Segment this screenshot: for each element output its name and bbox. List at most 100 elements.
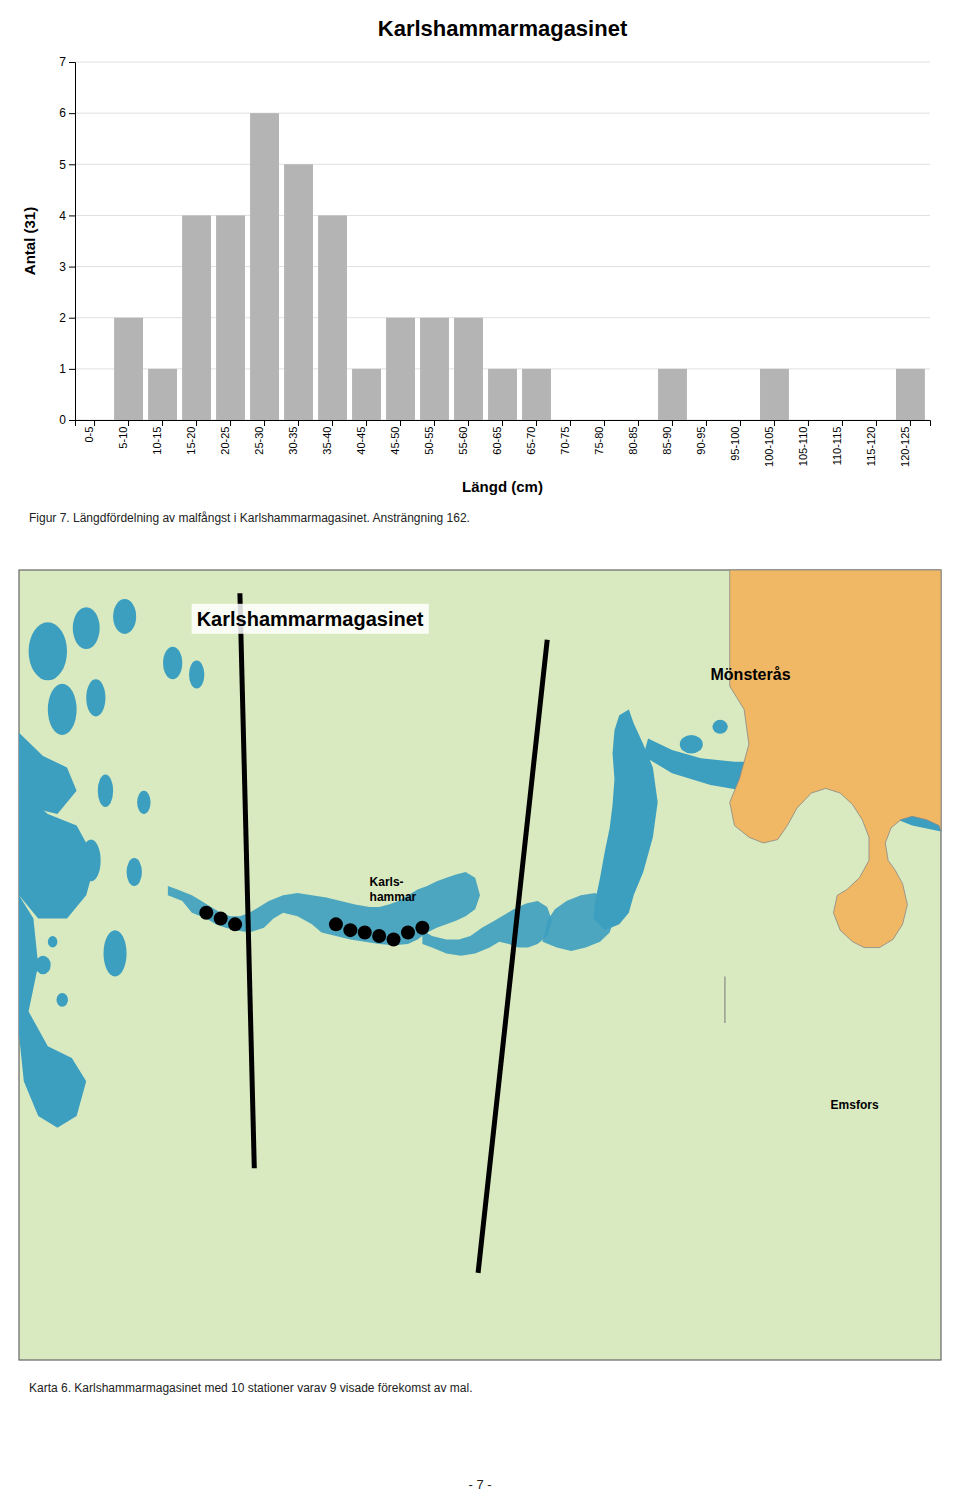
x-tick-label: 0-5	[83, 427, 95, 443]
x-tick-mark	[706, 420, 707, 426]
bar	[828, 420, 857, 421]
bar	[522, 369, 551, 420]
x-tick-mark	[434, 420, 435, 426]
x-tick-mark	[264, 420, 265, 426]
bar	[182, 215, 211, 420]
y-tick-mark	[69, 267, 75, 268]
x-tick: 20-25	[219, 420, 231, 455]
y-tick-label: 4	[59, 209, 66, 223]
x-tick: 30-35	[287, 420, 299, 455]
bar	[216, 215, 245, 420]
bar	[896, 369, 925, 420]
pond	[56, 993, 68, 1007]
pond	[81, 840, 100, 882]
x-tick-label: 120-125	[899, 427, 911, 467]
x-axis-title: Längd (cm)	[462, 478, 543, 495]
pond	[98, 774, 113, 807]
x-tick-label: 95-100	[729, 427, 741, 461]
x-tick-label: 20-25	[219, 427, 231, 455]
x-axis: 0-55-1010-1515-2020-2525-3030-3535-4040-…	[76, 420, 931, 467]
page: Karlshammarmagasinet0-55-1010-1515-2020-…	[0, 0, 960, 1511]
x-tick-label: 85-90	[661, 427, 673, 455]
y-axis-title: Antal (31)	[21, 207, 38, 275]
station	[387, 932, 401, 946]
x-tick-label: 70-75	[559, 427, 571, 455]
map-title-box	[192, 604, 429, 634]
x-tick-mark	[196, 420, 197, 426]
y-tick-mark	[69, 113, 75, 114]
label-line: Karls-	[370, 875, 404, 889]
x-tick-mark	[570, 420, 571, 426]
bars	[114, 113, 925, 420]
y-tick: 3	[59, 260, 75, 274]
x-tick-mark	[400, 420, 401, 426]
x-tick: 55-60	[457, 420, 469, 455]
x-tick-label: 105-110	[797, 427, 809, 467]
x-tick-label: 5-10	[117, 427, 129, 449]
x-tick-mark	[468, 420, 469, 426]
x-tick: 50-55	[423, 420, 435, 455]
y-tick-mark	[69, 164, 75, 165]
bar	[352, 369, 381, 420]
x-tick: 65-70	[525, 420, 537, 455]
x-tick: 25-30	[253, 420, 265, 455]
x-tick-mark	[502, 420, 503, 426]
x-tick-label: 15-20	[185, 427, 197, 455]
lake	[19, 895, 86, 1127]
pond	[29, 622, 67, 680]
boundary-line	[240, 593, 254, 1168]
station	[372, 929, 386, 943]
x-tick: 115-120	[865, 420, 877, 466]
x-tick: 95-100	[729, 420, 741, 461]
page-number: - 7 -	[468, 1477, 491, 1492]
x-tick-mark	[876, 420, 877, 426]
x-tick-label: 115-120	[865, 427, 877, 467]
bar	[862, 420, 891, 421]
x-tick-mark	[94, 420, 95, 426]
y-tick: 5	[59, 158, 75, 172]
pond	[86, 679, 105, 716]
bar	[80, 420, 109, 421]
station	[358, 925, 372, 939]
y-tick: 6	[59, 106, 75, 120]
chart-title: Karlshammarmagasinet	[378, 16, 628, 41]
pond	[712, 720, 727, 734]
y-tick: 1	[59, 362, 75, 376]
x-tick: 35-40	[321, 420, 333, 455]
x-tick-label: 65-70	[525, 427, 537, 455]
x-tick-mark	[536, 420, 537, 426]
x-axis-line	[76, 421, 931, 427]
bar	[726, 420, 755, 421]
bar	[794, 420, 823, 421]
x-tick-mark	[366, 420, 367, 426]
x-tick-mark	[230, 420, 231, 426]
grid-line	[75, 113, 930, 114]
station	[343, 923, 357, 937]
pond	[113, 599, 136, 634]
y-tick: 7	[59, 55, 75, 69]
y-tick-label: 0	[59, 413, 66, 427]
map-caption: Karta 6. Karlshammarmagasinet med 10 sta…	[29, 1381, 473, 1395]
y-tick-label: 6	[59, 106, 66, 120]
x-tick-label: 55-60	[457, 427, 469, 455]
bar	[624, 420, 653, 421]
y-axis-line	[69, 63, 76, 421]
pond	[189, 661, 204, 689]
bar	[488, 369, 517, 420]
pond	[163, 647, 182, 680]
y-tick-label: 1	[59, 362, 66, 376]
bar	[318, 215, 347, 420]
bar	[284, 164, 313, 420]
label-line: Emsfors	[831, 1098, 879, 1112]
x-tick: 100-105	[763, 420, 775, 467]
x-tick: 0-5	[83, 420, 95, 443]
x-tick-mark	[298, 420, 299, 426]
y-tick-label: 7	[59, 55, 66, 69]
bar	[420, 318, 449, 420]
x-tick-label: 90-95	[695, 427, 707, 455]
bar	[454, 318, 483, 420]
x-tick-label: 80-85	[627, 427, 639, 455]
x-tick: 70-75	[559, 420, 571, 455]
bar	[556, 420, 585, 421]
station	[214, 912, 228, 926]
